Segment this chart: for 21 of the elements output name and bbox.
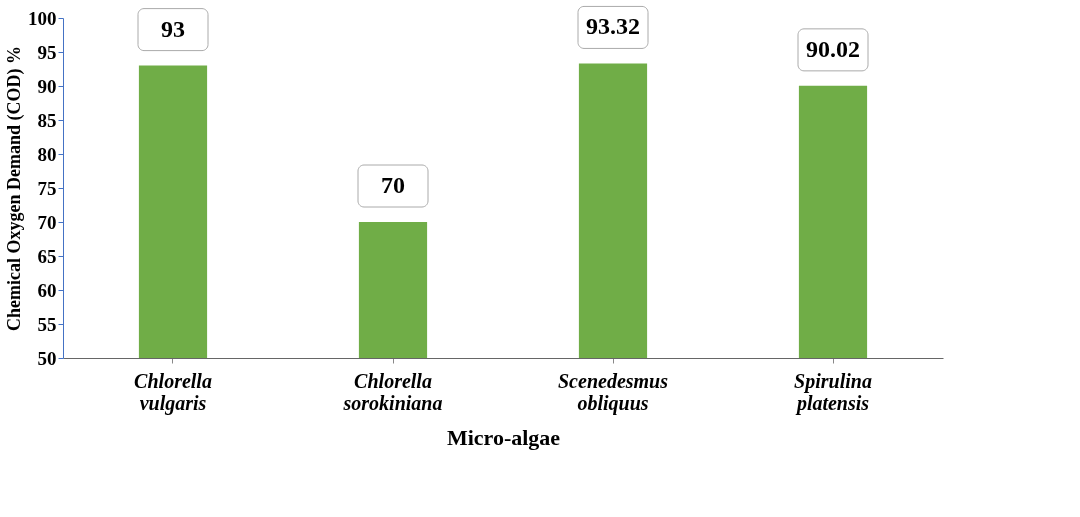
y-tick-label: 55	[37, 313, 57, 335]
x-tick-label: Spirulina platensis	[794, 369, 872, 415]
x-tick-label: Chlorella vulgaris	[134, 369, 212, 415]
y-tick-label: 90	[37, 75, 57, 97]
y-tick-label: 85	[37, 109, 57, 131]
data-label: 93.32	[586, 13, 640, 40]
y-axis-title: Chemical Oxygen Demand (COD) %	[4, 46, 25, 331]
y-tick-label: 75	[37, 177, 57, 199]
y-tick-label: 80	[37, 143, 57, 165]
data-label: 90.02	[806, 35, 860, 62]
data-label: 70	[381, 172, 405, 198]
y-tick-label: 60	[37, 279, 57, 301]
x-tick-label: Scenedesmus obliquus	[558, 369, 669, 415]
x-axis-title: Micro-algae	[446, 424, 561, 450]
data-label: 93	[161, 15, 185, 42]
x-tick-label: Chlorella sorokiniana	[342, 369, 443, 414]
y-tick-label: 100	[28, 7, 57, 29]
y-tick-label: 65	[37, 245, 57, 267]
y-tick-label: 95	[37, 41, 57, 63]
y-tick-label: 50	[37, 347, 57, 369]
y-tick-label: 70	[37, 211, 57, 233]
